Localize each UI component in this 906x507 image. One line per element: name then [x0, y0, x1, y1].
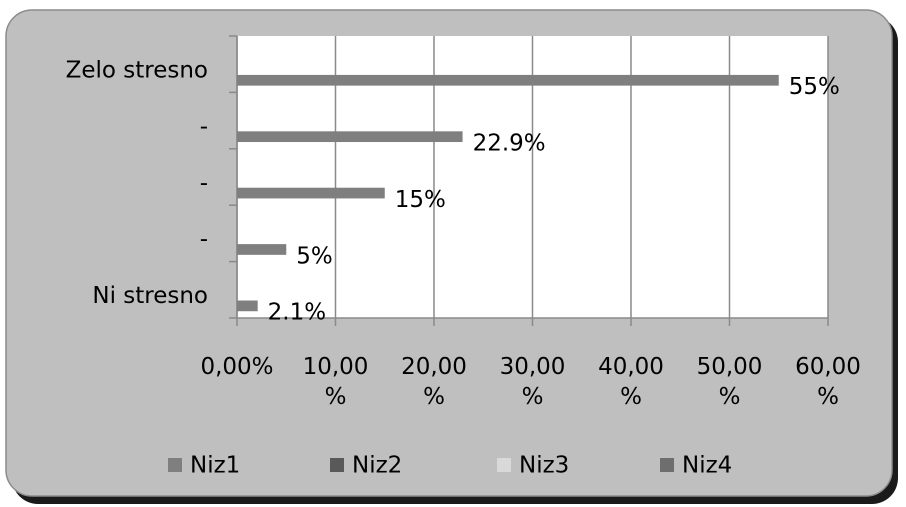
x-tick-label: 50,00 %: [696, 354, 763, 410]
value-label: 55%: [789, 74, 840, 100]
legend-label: Niz1: [190, 453, 240, 479]
x-tick-label: 0,00%: [200, 354, 274, 380]
x-tick-label: 40,00 %: [598, 354, 664, 410]
legend-label: Niz2: [352, 453, 402, 479]
value-label: 22.9%: [473, 131, 546, 157]
bar: [237, 244, 287, 255]
y-tick-label: -: [200, 227, 208, 253]
x-tick-label: 30,00 %: [499, 354, 566, 410]
y-tick-label: Zelo stresno: [66, 57, 208, 83]
legend-label: Niz4: [682, 453, 732, 479]
x-tick-label: 10,00 %: [302, 354, 369, 410]
y-tick-label: Ni stresno: [92, 283, 208, 309]
value-label: 15%: [395, 187, 446, 213]
value-label: 5%: [296, 243, 333, 269]
legend-swatch: [660, 458, 674, 472]
x-tick-label: 20,00 %: [401, 354, 467, 410]
legend-swatch: [168, 458, 182, 472]
legend-swatch: [330, 458, 344, 472]
bar: [237, 300, 258, 312]
bar: [237, 74, 779, 86]
value-label: 2.1%: [268, 300, 326, 326]
bar: [237, 131, 463, 143]
y-tick-label: -: [200, 114, 208, 140]
legend-label: Niz3: [519, 453, 569, 479]
y-tick-label: -: [200, 170, 208, 196]
legend-swatch: [497, 458, 511, 472]
bar: [237, 187, 385, 199]
x-tick-label: 60,00 %: [795, 354, 861, 410]
